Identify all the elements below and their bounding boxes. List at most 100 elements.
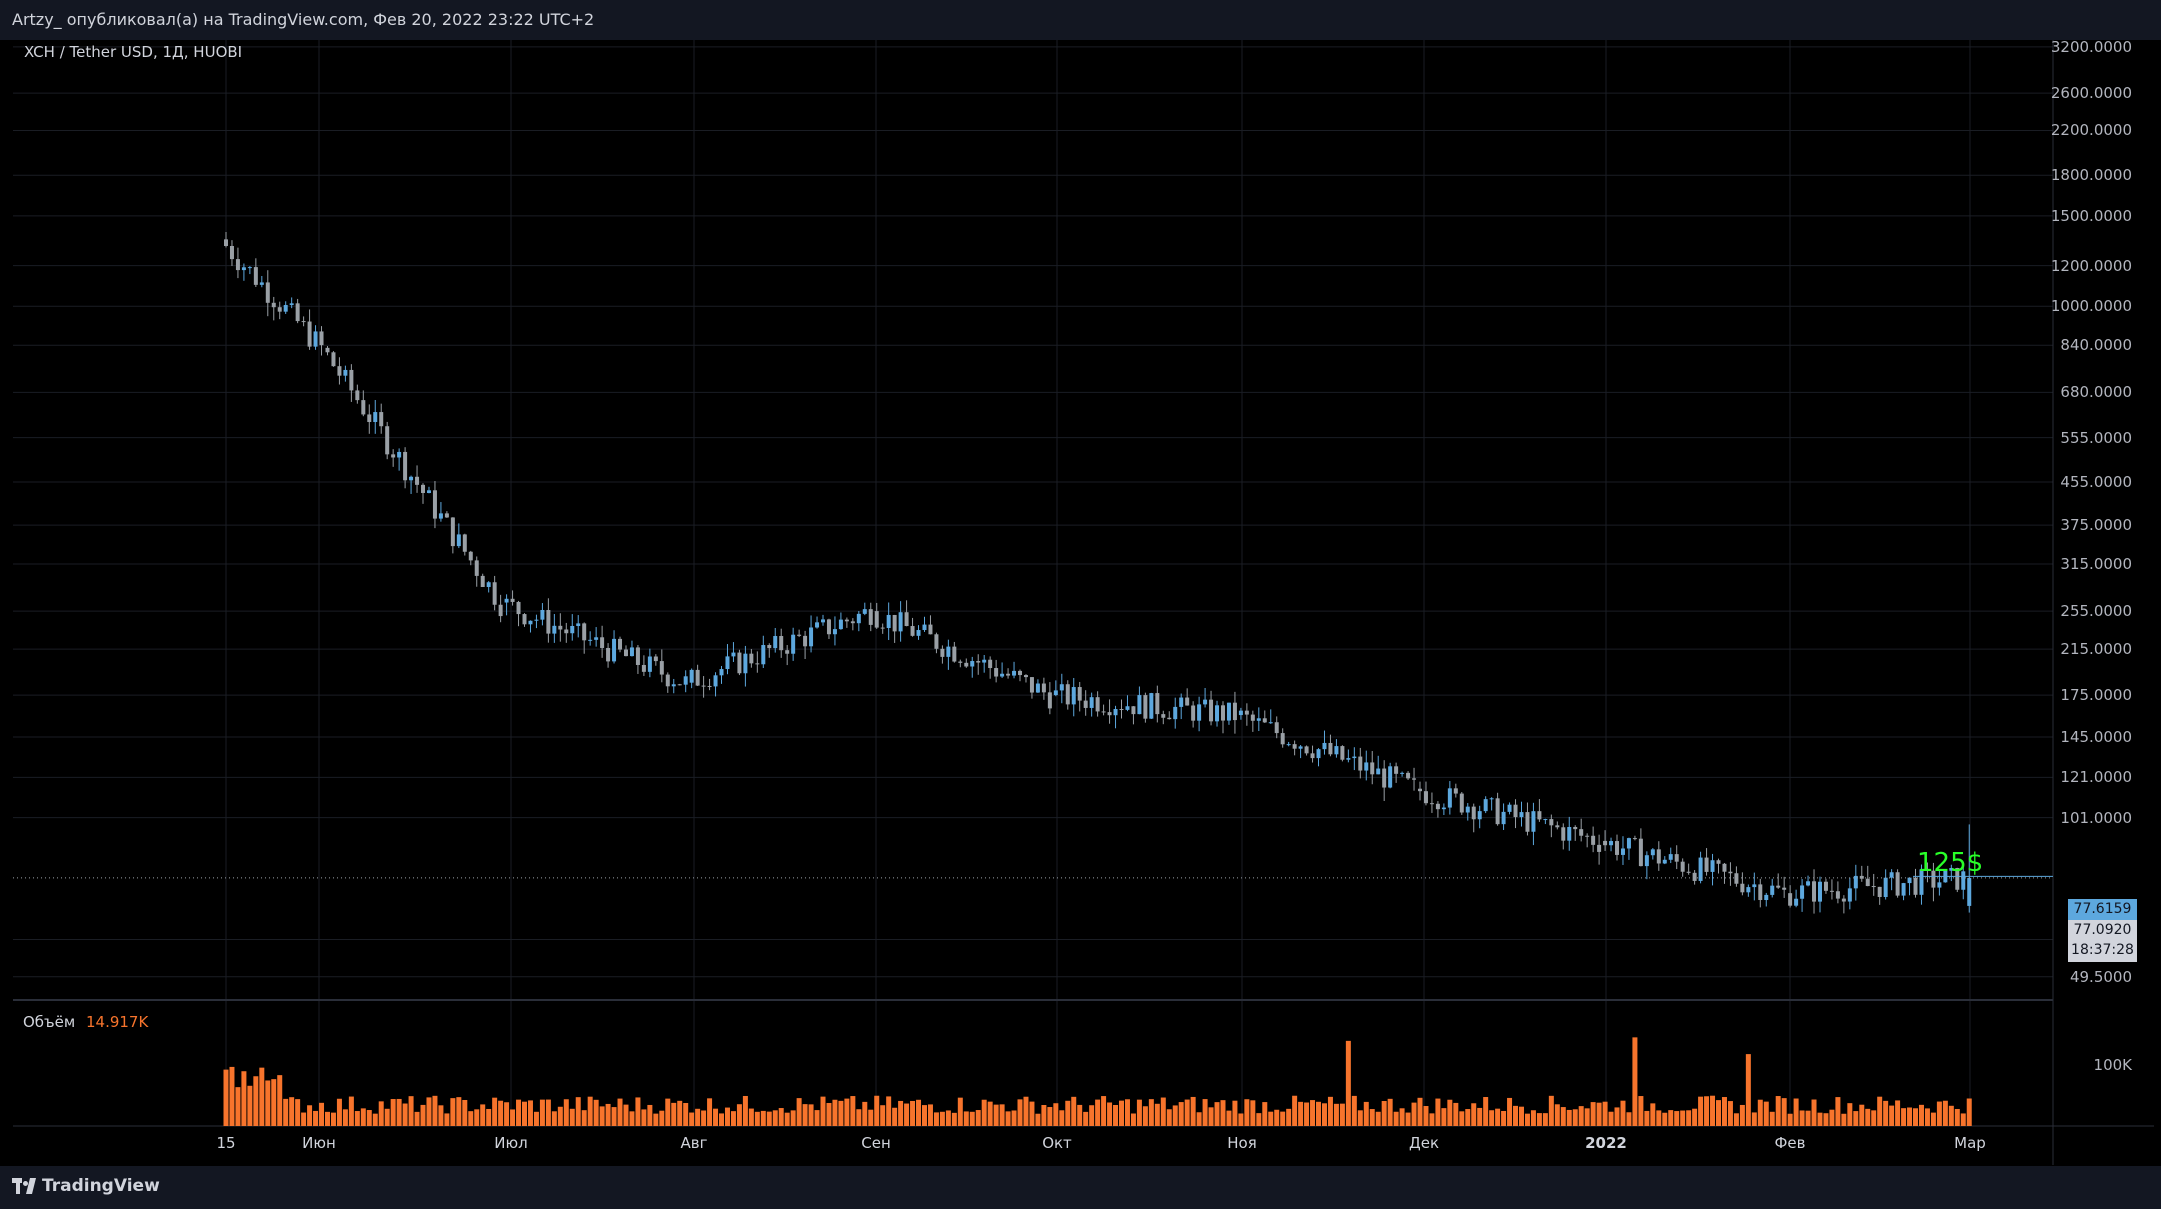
- candle-body: [1776, 885, 1781, 888]
- volume-bar: [1214, 1102, 1220, 1126]
- candle-body: [1191, 705, 1196, 721]
- volume-bar: [581, 1110, 587, 1126]
- price-tick-label: 175.0000: [2060, 686, 2132, 705]
- volume-bar: [1596, 1102, 1602, 1126]
- candle-body: [844, 619, 849, 622]
- volume-bar: [354, 1111, 360, 1126]
- volume-bar: [635, 1097, 641, 1126]
- candle-body: [450, 517, 455, 547]
- candle-body: [224, 239, 228, 247]
- candle-body: [534, 619, 539, 621]
- candle-body: [259, 282, 264, 285]
- volume-bar: [510, 1109, 516, 1126]
- time-tick-label: Фев: [1774, 1134, 1806, 1152]
- candle-body: [361, 400, 366, 415]
- time-tick-label: Окт: [1042, 1134, 1072, 1152]
- candle-body: [1865, 878, 1870, 887]
- candle-body: [415, 476, 420, 485]
- volume-bar: [1119, 1100, 1124, 1126]
- candle-body: [1537, 811, 1542, 820]
- candle-body: [1800, 885, 1805, 899]
- time-tick-label: 15: [216, 1134, 236, 1152]
- volume-bar: [247, 1085, 253, 1126]
- candle-body: [1304, 746, 1309, 754]
- candle-body: [1483, 799, 1488, 812]
- volume-bar: [1548, 1095, 1554, 1126]
- candle-body: [707, 685, 712, 687]
- volume-bar: [1333, 1103, 1339, 1126]
- candle-body: [462, 534, 467, 552]
- candle-body: [1674, 854, 1679, 862]
- candle-body: [456, 534, 461, 547]
- candle-body: [271, 302, 276, 308]
- volume-bar: [772, 1110, 778, 1126]
- brand-name: TradingView: [42, 1176, 160, 1196]
- footer-bar: TradingView: [0, 1166, 2161, 1209]
- volume-bar: [289, 1097, 295, 1126]
- volume-bar: [665, 1098, 671, 1126]
- candle-body: [856, 613, 861, 624]
- time-tick-label: Июл: [494, 1134, 528, 1152]
- candle-body: [1083, 700, 1088, 708]
- candle-body: [1459, 793, 1464, 813]
- volume-bar: [396, 1098, 402, 1126]
- volume-bar: [933, 1112, 939, 1126]
- price-tick-label: 840.0000: [2060, 336, 2132, 355]
- candle-body: [761, 645, 766, 665]
- candle-body: [1883, 877, 1888, 897]
- candle-body: [797, 634, 802, 636]
- volume-bar: [1327, 1096, 1333, 1126]
- volume-bar: [575, 1097, 581, 1126]
- candle-body: [301, 321, 306, 323]
- candle-body: [432, 490, 437, 519]
- volume-bar: [1483, 1097, 1489, 1126]
- candle-body: [1764, 894, 1769, 901]
- volume-bar: [348, 1096, 354, 1126]
- candle-body: [1573, 826, 1578, 830]
- candle-body: [1352, 756, 1357, 759]
- volume-bar: [730, 1111, 736, 1126]
- countdown: 18:37:28: [2071, 942, 2134, 958]
- volume-bar: [1704, 1096, 1710, 1126]
- candle-body: [337, 366, 342, 376]
- volume-bar: [1429, 1113, 1435, 1126]
- volume-bar: [360, 1108, 366, 1126]
- volume-legend: Объём 14.917K: [23, 1013, 148, 1031]
- candle-body: [892, 614, 897, 632]
- candle-body: [277, 307, 282, 312]
- tradingview-logo[interactable]: TradingView: [12, 1176, 160, 1196]
- candle-body: [1752, 884, 1757, 888]
- candle-body: [1382, 768, 1387, 788]
- candle-body: [1209, 699, 1214, 722]
- candle-body: [1179, 697, 1184, 707]
- volume-bar: [1411, 1102, 1417, 1126]
- candle-body: [832, 629, 837, 635]
- volume-bar: [1608, 1111, 1614, 1126]
- volume-bar: [557, 1106, 563, 1126]
- chart-area[interactable]: XCH / Tether USD, 1Д, HUOBI Объём 14.917…: [13, 38, 2154, 1165]
- volume-bar: [707, 1098, 713, 1126]
- candle-body: [635, 647, 640, 665]
- candle-body: [862, 609, 867, 614]
- volume-bar: [808, 1104, 814, 1126]
- volume-bar: [874, 1095, 880, 1126]
- candle-body: [1262, 718, 1267, 723]
- last-price: 77.0920: [2073, 922, 2132, 938]
- candle-body: [838, 619, 843, 630]
- volume-bar: [313, 1110, 319, 1126]
- candle-body: [952, 646, 957, 662]
- candle-body: [1817, 881, 1822, 902]
- volume-bar: [1375, 1111, 1381, 1126]
- volume-bar: [1262, 1102, 1268, 1126]
- candle-body: [898, 612, 903, 632]
- volume-bar: [1614, 1107, 1620, 1126]
- volume-bar: [748, 1108, 754, 1126]
- volume-bar: [1059, 1110, 1065, 1126]
- volume-bar: [629, 1111, 635, 1126]
- candle-body: [349, 369, 354, 391]
- chart-canvas[interactable]: [13, 40, 2154, 1165]
- volume-bar: [963, 1111, 969, 1126]
- volume-bar: [241, 1071, 247, 1126]
- volume-bar: [802, 1104, 808, 1126]
- volume-bar: [1238, 1113, 1244, 1126]
